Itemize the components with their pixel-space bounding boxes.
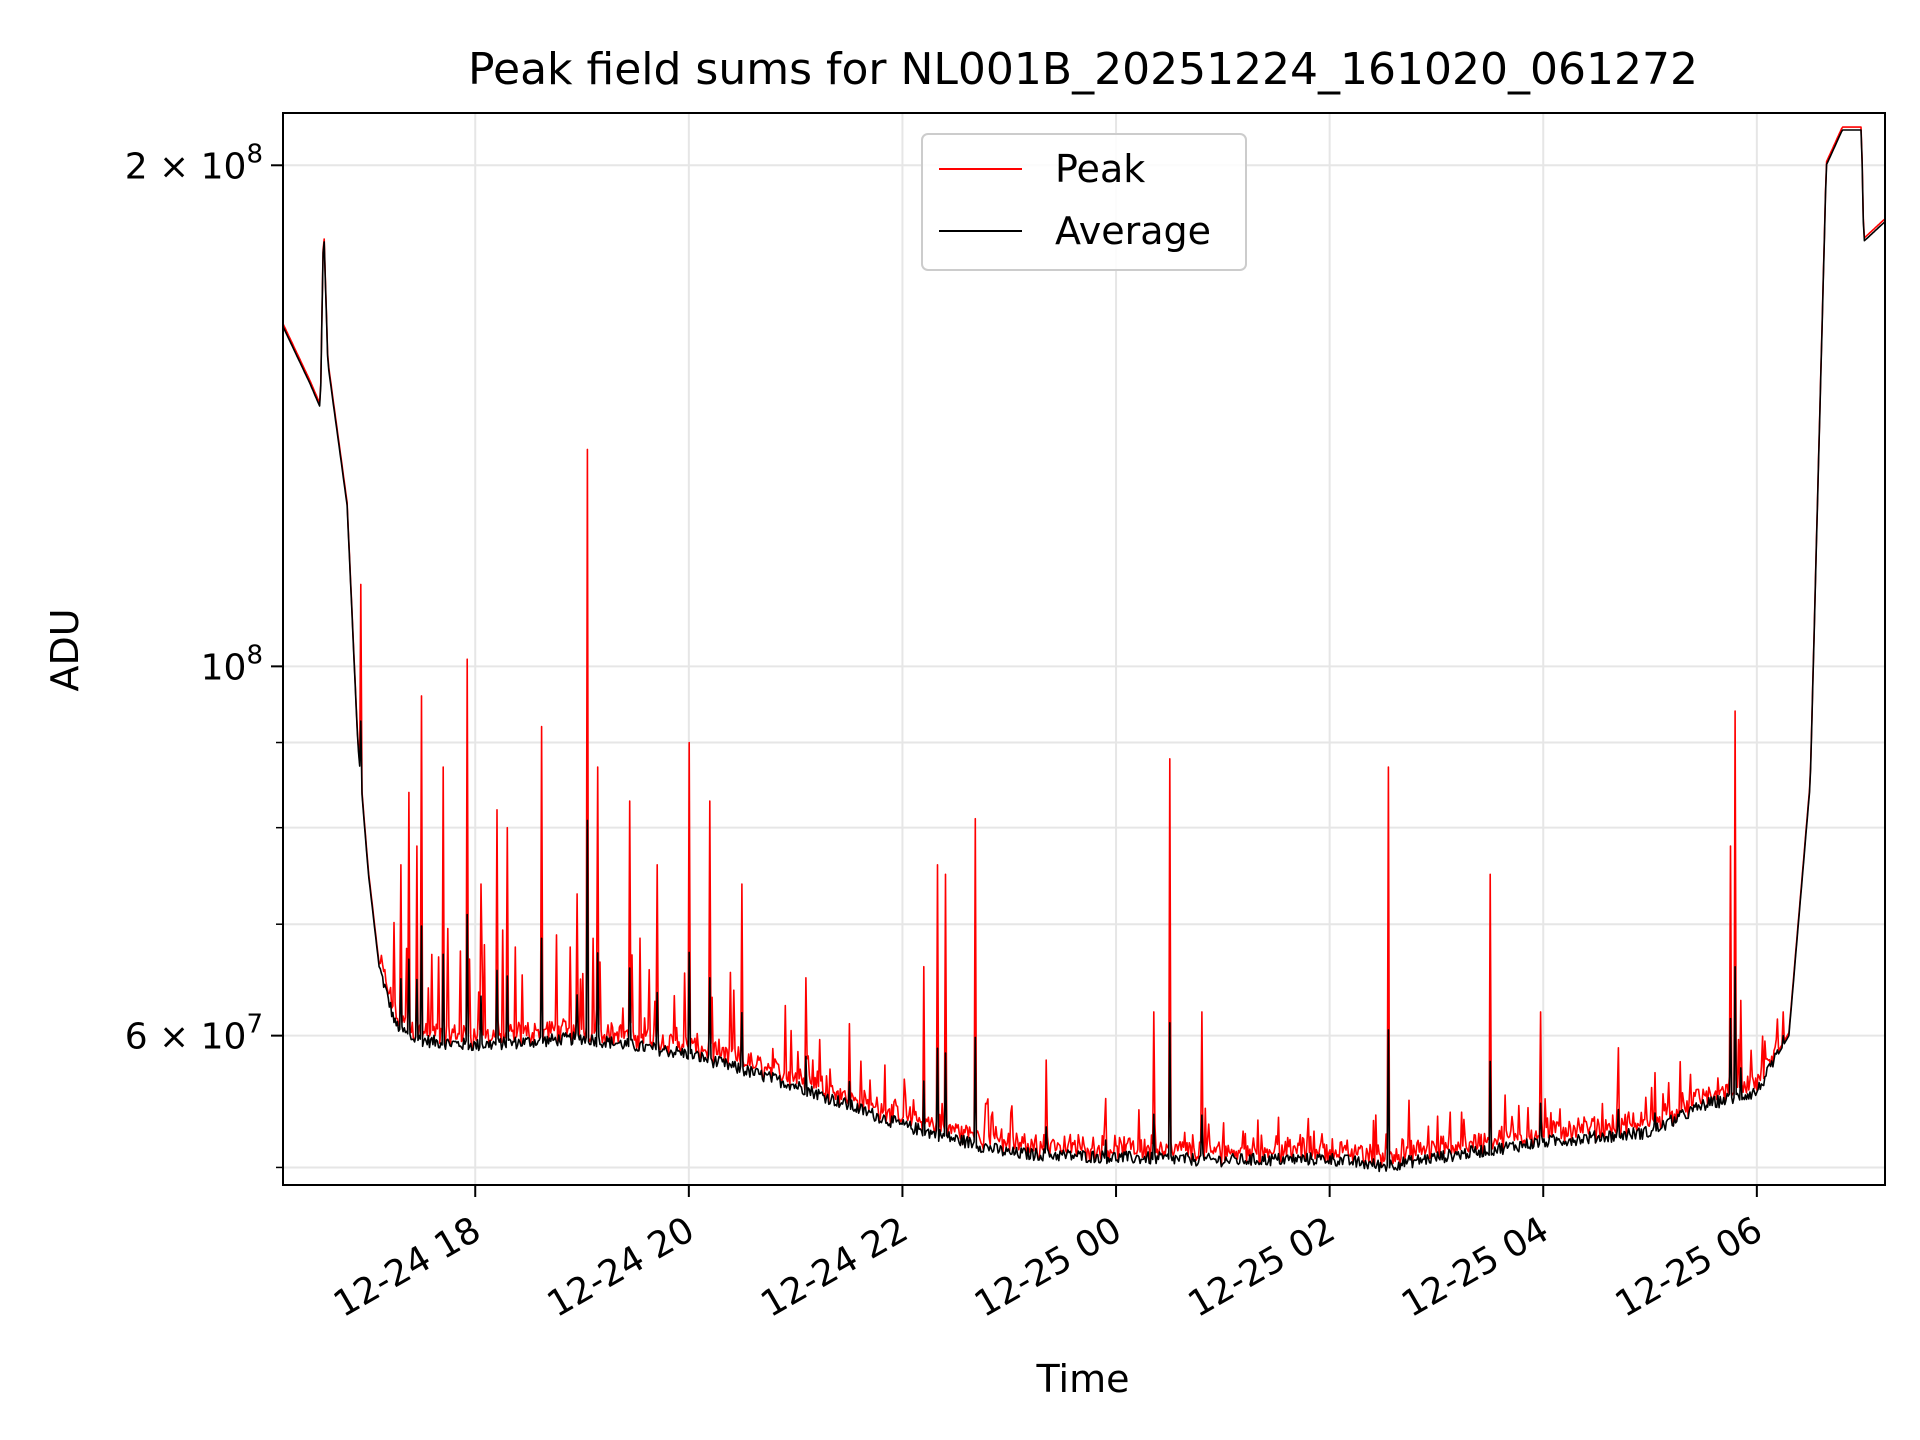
y-tick-label: 6 × 107 bbox=[125, 1010, 263, 1058]
average-series-line bbox=[282, 129, 1886, 1173]
y-tick-label: 108 bbox=[201, 640, 263, 688]
y-tick-mantissa: 6 bbox=[125, 1017, 148, 1058]
y-tick-exponent: 7 bbox=[246, 1010, 263, 1040]
y-tick-times: × 10 bbox=[148, 1017, 247, 1058]
y-tick-times: × 10 bbox=[148, 146, 247, 187]
legend: Peak Average bbox=[921, 133, 1247, 271]
y-tick-base: 10 bbox=[201, 647, 247, 688]
x-axis-label: Time bbox=[1036, 1357, 1130, 1401]
series-layer bbox=[282, 126, 1886, 1173]
y-tick-exponent: 8 bbox=[246, 139, 263, 169]
plot-frame bbox=[282, 112, 1886, 1186]
y-tick-mantissa: 2 bbox=[125, 146, 148, 187]
legend-label-peak: Peak bbox=[1055, 147, 1145, 191]
y-tick-label: 2 × 108 bbox=[125, 139, 263, 187]
y-tick-exponent: 8 bbox=[246, 640, 263, 670]
chart-title: Peak field sums for NL001B_20251224_1610… bbox=[468, 44, 1698, 95]
y-axis-label: ADU bbox=[43, 608, 87, 691]
legend-label-average: Average bbox=[1055, 209, 1211, 253]
peak-series-line bbox=[282, 126, 1886, 1168]
